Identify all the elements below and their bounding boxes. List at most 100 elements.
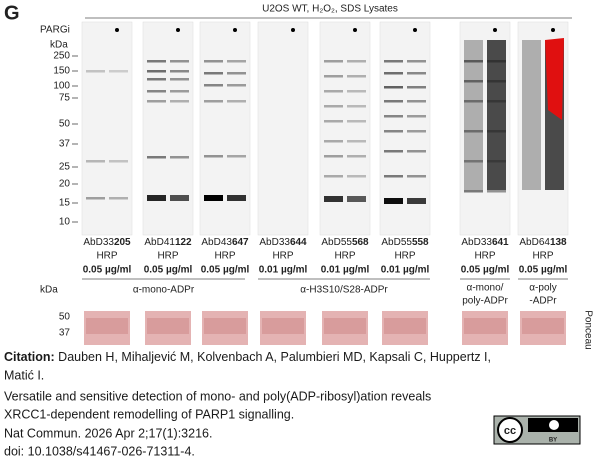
citation-line: Nat Commun. 2026 Apr 2;17(1):3216.	[4, 426, 212, 440]
concentration: 0.05 µg/ml	[461, 265, 510, 276]
antibody-prefix: AbD41	[144, 237, 175, 248]
pargi-dot	[176, 28, 180, 32]
band	[407, 86, 426, 89]
band	[384, 115, 403, 118]
marker-unit: kDa	[50, 40, 68, 51]
band	[324, 105, 343, 108]
blot-membrane	[81, 21, 133, 236]
smear	[487, 40, 506, 190]
citation-line: Citation: Dauben H, Mihaljević M, Kolven…	[4, 350, 491, 364]
concentration: 0.01 µg/ml	[259, 265, 308, 276]
marker-label: 75	[59, 93, 71, 104]
citation-line: Matić I.	[4, 368, 44, 382]
band	[347, 140, 366, 143]
license-badge	[493, 415, 581, 445]
concentration: 0.05 µg/ml	[144, 265, 193, 276]
band	[170, 156, 189, 159]
antibody-name: AbD55558	[381, 237, 429, 248]
concentration: 0.05 µg/ml	[201, 265, 250, 276]
license-mark: cc	[504, 425, 516, 437]
ponceau-band	[384, 318, 426, 334]
antibody-id: 138	[550, 237, 567, 248]
band	[324, 140, 343, 143]
band	[170, 90, 189, 93]
band	[407, 100, 426, 103]
detection: HRP	[96, 251, 117, 262]
panel-label: G	[4, 2, 20, 24]
antibody-id: 122	[175, 237, 192, 248]
band	[227, 195, 246, 201]
pargi-dot	[551, 28, 555, 32]
band	[407, 150, 426, 153]
antibody-prefix: AbD55	[321, 237, 352, 248]
band	[407, 130, 426, 133]
saturation	[545, 38, 564, 120]
ponceau-band	[522, 318, 564, 334]
blot	[142, 21, 194, 236]
antibody-id: 644	[290, 237, 307, 248]
band	[407, 72, 426, 75]
antibody-name: AbD41122	[144, 237, 192, 248]
band	[347, 75, 366, 78]
band	[384, 198, 403, 204]
blot-membrane	[142, 21, 194, 236]
marker-label: 50	[59, 119, 71, 130]
citation-line: doi: 10.1038/s41467-026-71311-4.	[4, 444, 195, 458]
band	[204, 100, 223, 103]
band	[324, 196, 343, 202]
band	[147, 78, 166, 81]
band	[324, 120, 343, 123]
band	[407, 60, 426, 63]
band	[204, 72, 223, 75]
blot	[319, 21, 371, 236]
pargi-dot	[233, 28, 237, 32]
band	[384, 60, 403, 63]
ponceau-band	[147, 318, 189, 334]
ponceau-band	[86, 318, 128, 334]
antibody-id: 568	[352, 237, 369, 248]
antibody-name: AbD55568	[321, 237, 369, 248]
header: U2OS WT, H₂O₂, SDS Lysates	[262, 4, 398, 15]
citation-label: Citation:	[4, 350, 55, 364]
band	[464, 80, 483, 83]
band	[170, 60, 189, 63]
antibody-prefix: AbD43	[201, 237, 232, 248]
group-label: α-mono/	[467, 283, 504, 294]
antibody-prefix: AbD55	[381, 237, 412, 248]
detection: HRP	[272, 251, 293, 262]
citation-line: XRCC1-dependent remodelling of PARP1 sig…	[4, 407, 294, 421]
antibody-name: AbD33644	[259, 237, 307, 248]
band	[227, 84, 246, 87]
blot-membrane	[199, 21, 251, 236]
band	[204, 155, 223, 158]
group-label: poly-ADPr	[462, 296, 508, 307]
detection: HRP	[214, 251, 235, 262]
band	[384, 150, 403, 153]
pargi-dot	[353, 28, 357, 32]
band	[109, 70, 128, 73]
band	[204, 195, 223, 201]
smear	[522, 40, 541, 190]
pargi-dot	[413, 28, 417, 32]
band	[170, 78, 189, 81]
antibody-id: 205	[114, 237, 131, 248]
band	[347, 196, 366, 202]
marker-label: 10	[59, 217, 71, 228]
antibody-id: 558	[412, 237, 429, 248]
band	[147, 60, 166, 63]
concentration: 0.01 µg/ml	[381, 265, 430, 276]
band	[324, 155, 343, 158]
blot	[517, 21, 569, 236]
antibody-name: AbD33205	[83, 237, 131, 248]
band	[86, 197, 105, 200]
band	[324, 175, 343, 178]
band	[170, 195, 189, 201]
band	[407, 115, 426, 118]
band	[347, 60, 366, 63]
concentration: 0.01 µg/ml	[321, 265, 370, 276]
marker-label: 150	[53, 66, 70, 77]
band	[324, 60, 343, 63]
band	[407, 175, 426, 178]
band	[86, 160, 105, 163]
